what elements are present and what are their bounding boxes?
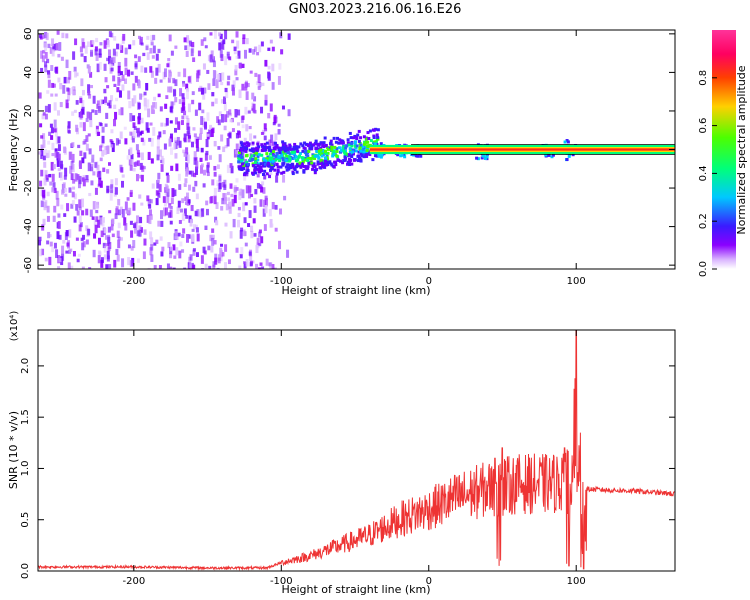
snr-axes: -200 -100 0 100 0.0 0.5 1.0 1.5 2.0	[20, 330, 675, 587]
snr-xlabel: Height of straight line (km)	[281, 583, 430, 596]
spectrogram-xtick-label: 0	[426, 276, 432, 287]
snr-ytick-label: 0.5	[20, 512, 31, 528]
snr-ylabel: SNR (10 * v/v)	[7, 411, 20, 489]
colorbar: 0.0 0.2 0.4 0.6 0.8 Normalized spectral ampl…	[698, 30, 748, 277]
snr-ytick-label: 0.0	[20, 563, 31, 579]
snr-multiplier: (x10⁴)	[9, 311, 20, 342]
colorbar-tick-label: 0.4	[698, 165, 709, 181]
colorbar-tick-label: 0.8	[698, 70, 709, 86]
spectrogram-ytick-label: -20	[23, 180, 34, 196]
colorbar-label: Normalized spectral amplitude	[735, 65, 748, 234]
figure-title: GN03.2023.216.06.16.E26	[288, 2, 462, 17]
snr-xtick-label: 100	[567, 576, 586, 587]
spectrogram-xlabel: Height of straight line (km)	[281, 284, 430, 297]
spectrogram-ytick-label: -60	[23, 257, 34, 273]
snr-ytick-label: 1.0	[20, 460, 31, 476]
colorbar-ticks: 0.0 0.2 0.4 0.6 0.8	[698, 70, 717, 277]
spectrogram-xtick-label: -100	[270, 276, 293, 287]
spectrogram-ytick-label: 40	[23, 66, 34, 79]
spectrogram-heatmap	[38, 30, 675, 269]
snr-ytick-label: 1.5	[20, 409, 31, 425]
colorbar-tick-label: 0.2	[698, 213, 709, 229]
snr-xtick-label: -100	[270, 576, 293, 587]
snr-series-line	[38, 330, 675, 571]
snr-frame	[37, 329, 676, 572]
spectrogram-ytick-label: 20	[23, 105, 34, 118]
spectrogram-xtick-label: 100	[567, 276, 586, 287]
snr-ytick-label: 2.0	[20, 358, 31, 374]
spectrogram-panel: -200 -100 0 100 60 40 20 0 -20 -40 -60 Height of s…	[7, 27, 676, 297]
spectrogram-ylabel: Frequency (Hz)	[7, 109, 20, 192]
snr-xtick-label: -200	[122, 576, 145, 587]
spectrogram-ytick-label: -40	[23, 218, 34, 234]
spectrogram-xtick-label: -200	[122, 276, 145, 287]
snr-panel: -200 -100 0 100 0.0 0.5 1.0 1.5 2.0 Height of st…	[7, 311, 676, 596]
spectrogram-ytick-label: 0	[23, 146, 34, 152]
spectrogram-axes: -200 -100 0 100 60 40 20 0 -20 -40 -60	[23, 27, 675, 287]
colorbar-gradient	[712, 30, 736, 269]
spectrogram-ytick-label: 60	[23, 27, 34, 40]
colorbar-tick-label: 0.6	[698, 118, 709, 134]
colorbar-tick-label: 0.0	[698, 261, 709, 277]
snr-xtick-label: 0	[426, 576, 432, 587]
